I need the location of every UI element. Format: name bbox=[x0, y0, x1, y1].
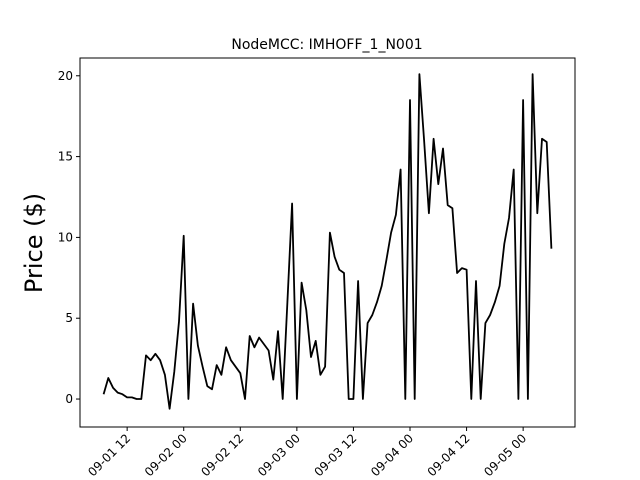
y-axis-label: Price ($) bbox=[20, 193, 48, 293]
x-tick-label: 09-02 00 bbox=[142, 431, 190, 479]
x-tick-label: 09-04 00 bbox=[368, 431, 416, 479]
y-tick-label: 0 bbox=[65, 392, 73, 406]
y-tick-label: 10 bbox=[58, 230, 73, 244]
x-tick-label: 09-04 12 bbox=[425, 431, 473, 479]
y-tick-label: 20 bbox=[58, 69, 73, 83]
x-tick-label: 09-01 12 bbox=[85, 431, 133, 479]
x-tick-label: 09-03 00 bbox=[255, 431, 303, 479]
plot-frame bbox=[79, 57, 576, 428]
chart-title: NodeMCC: IMHOFF_1_N001 bbox=[231, 37, 422, 53]
x-tick-label: 09-05 00 bbox=[481, 431, 529, 479]
x-tick-label: 09-02 12 bbox=[198, 431, 246, 479]
price-line bbox=[102, 73, 553, 410]
y-tick-label: 5 bbox=[65, 311, 73, 325]
x-tick-label: 09-03 12 bbox=[311, 431, 359, 479]
y-tick-label: 15 bbox=[58, 150, 73, 164]
